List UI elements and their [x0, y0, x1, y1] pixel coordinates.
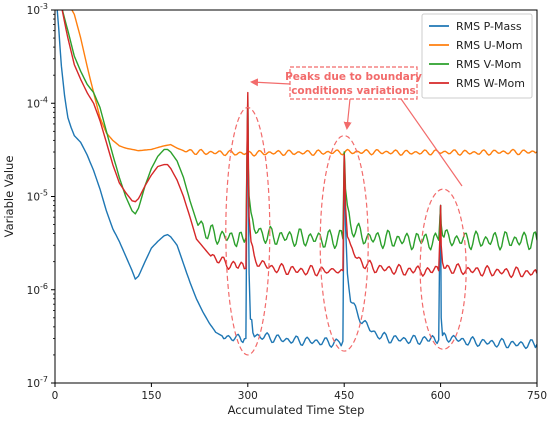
x-tick-label: 750: [527, 390, 547, 402]
y-tick-label: 10-4: [27, 95, 48, 110]
x-axis-label: Accumulated Time Step: [228, 403, 365, 417]
series-line-rms-w-mom: [61, 10, 537, 279]
legend: RMS P-Mass RMS U-Mom RMS V-Mom RMS W-Mom: [421, 13, 533, 99]
series-line-rms-v-mom: [61, 10, 537, 251]
legend-label: RMS W-Mom: [456, 77, 525, 90]
legend-label: RMS U-Mom: [456, 39, 523, 52]
y-axis-ticks: 10-7 10-6 10-5 10-4 10-3: [27, 2, 55, 390]
annotation-text-line: conditions variations: [291, 85, 416, 97]
x-tick-label: 300: [238, 390, 258, 402]
x-tick-label: 450: [334, 390, 354, 402]
x-tick-label: 600: [431, 390, 451, 402]
annotation-text-line: Peaks due to boundary: [285, 71, 422, 83]
x-axis-ticks: 0 150 300 450 600 750: [52, 383, 547, 402]
legend-label: RMS V-Mom: [456, 58, 521, 71]
x-tick-label: 150: [141, 390, 161, 402]
y-tick-label: 10-6: [27, 282, 48, 297]
annotation-ellipse: [319, 134, 369, 352]
annotation-arrow: [343, 98, 352, 130]
y-tick-label: 10-5: [27, 189, 48, 204]
y-axis-label: Variable Value: [2, 156, 16, 238]
series-line-rms-u-mom: [71, 10, 537, 157]
y-tick-label: 10-7: [27, 375, 48, 390]
legend-box: [421, 13, 533, 99]
legend-label: RMS P-Mass: [456, 20, 522, 33]
annotation: Peaks due to boundary conditions variati…: [225, 66, 467, 356]
annotation-ellipse: [225, 106, 271, 356]
annotation-box: [289, 66, 418, 100]
x-tick-label: 0: [52, 390, 59, 402]
annotation-arrow: [250, 78, 291, 87]
annotation-ellipse: [419, 188, 467, 350]
y-tick-label: 10-3: [27, 2, 48, 17]
